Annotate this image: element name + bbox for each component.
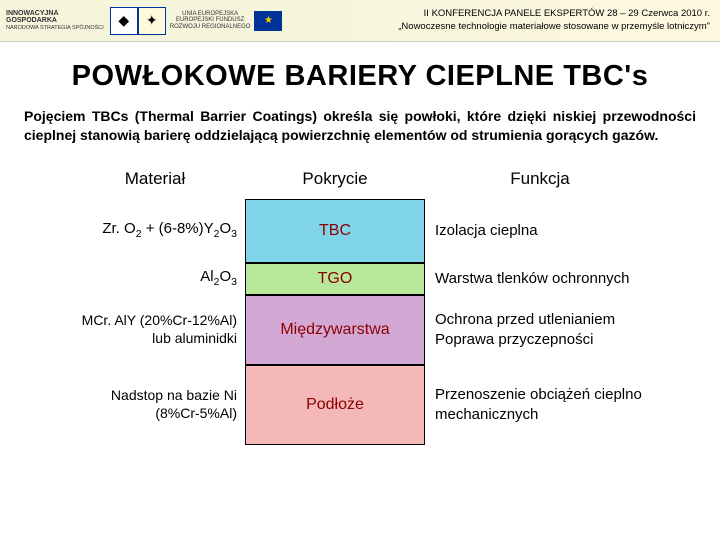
material-3: Nadstop na bazie Ni(8%Cr-5%Al) (65, 365, 245, 445)
funding-text: UNIA EUROPEJSKA EUROPEJSKI FUNDUSZ ROZWO… (170, 11, 251, 31)
function-2: Ochrona przed utlenianiemPoprawa przycze… (425, 295, 655, 365)
function-1: Warstwa tlenków ochronnych (425, 263, 655, 295)
partner-logo-2: ✦ (138, 7, 166, 35)
function-0: Izolacja cieplna (425, 199, 655, 263)
description-text: Pojęciem TBCs (Thermal Barrier Coatings)… (24, 107, 696, 145)
column-header-c2: Pokrycie (245, 165, 425, 199)
layer-międzywarstwa: Międzywarstwa (245, 295, 425, 365)
conference-info: II KONFERENCJA PANELE EKSPERTÓW 28 – 29 … (282, 8, 714, 33)
layer-tbc: TBC (245, 199, 425, 263)
partner-logo-1: ◆ (110, 7, 138, 35)
layer-podłoże: Podłoże (245, 365, 425, 445)
logo1-bottom: GOSPODARKA (6, 17, 104, 25)
header-bar: INNOWACYJNA GOSPODARKA NARODOWA STRATEGI… (0, 0, 720, 42)
function-3: Przenoszenie obciążeń cieplnomechaniczny… (425, 365, 655, 445)
tbc-layer-diagram: MateriałPokrycieFunkcja Zr. O2 + (6-8%)Y2… (0, 165, 720, 445)
page-title: POWŁOKOWE BARIERY CIEPLNE TBC's (0, 60, 720, 93)
material-2: MCr. AlY (20%Cr-12%Al)lub aluminidki (65, 295, 245, 365)
eu-flag-icon: ★ (254, 11, 282, 31)
layer-tgo: TGO (245, 263, 425, 295)
column-header-c3: Funkcja (425, 165, 655, 199)
logo1-sub: NARODOWA STRATEGIA SPÓJNOŚCI (6, 25, 104, 31)
material-0: Zr. O2 + (6-8%)Y2O3 (65, 199, 245, 263)
logo-innowacyjna: INNOWACYJNA GOSPODARKA NARODOWA STRATEGI… (6, 10, 104, 31)
logo1-top: INNOWACYJNA (6, 10, 104, 18)
material-1: Al2O3 (65, 263, 245, 295)
column-header-c1: Materiał (65, 165, 245, 199)
